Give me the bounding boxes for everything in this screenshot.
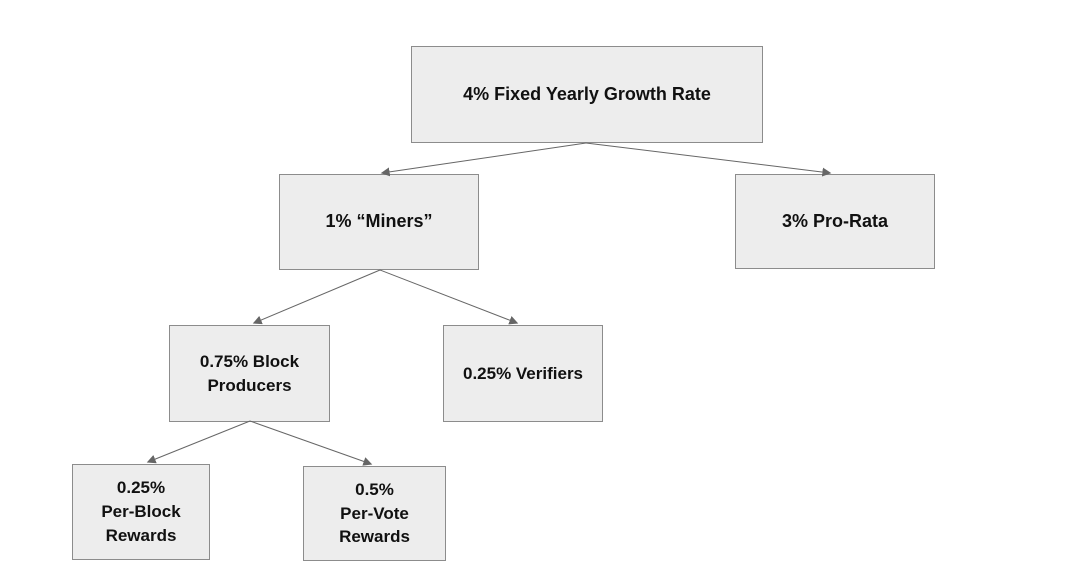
edge-block-producers-to-per-vote [249,420,373,466]
node-label: 0.5% Per-Vote Rewards [339,479,410,547]
node-label: 3% Pro-Rata [781,210,889,231]
node-verifiers: 0.25% Verifiers [443,325,603,422]
node-label: 4% Fixed Yearly Growth Rate [463,83,711,104]
node-label: 1% “Miners” [325,211,433,232]
node-label: 0.25% Per-Block Rewards [101,478,181,545]
edge-block-producers-to-per-block [146,420,251,464]
edge-miners-to-block-producers [252,269,381,325]
node-block-producers: 0.75% Block Producers [169,325,330,422]
node-label: 0.75% Block Producers [199,351,300,395]
node-label: 0.25% Verifiers [462,363,584,383]
edge-miners-to-verifiers [379,269,519,325]
edge-root-to-pro-rata [585,142,832,177]
node-pro-rata: 3% Pro-Rata [735,174,935,269]
node-per-block-rewards: 0.25% Per-Block Rewards [72,464,210,560]
node-miners: 1% “Miners” [279,174,479,270]
node-per-vote-rewards: 0.5% Per-Vote Rewards [303,466,446,561]
node-fixed-yearly-growth-rate: 4% Fixed Yearly Growth Rate [411,46,763,143]
edge-root-to-miners [380,142,587,177]
